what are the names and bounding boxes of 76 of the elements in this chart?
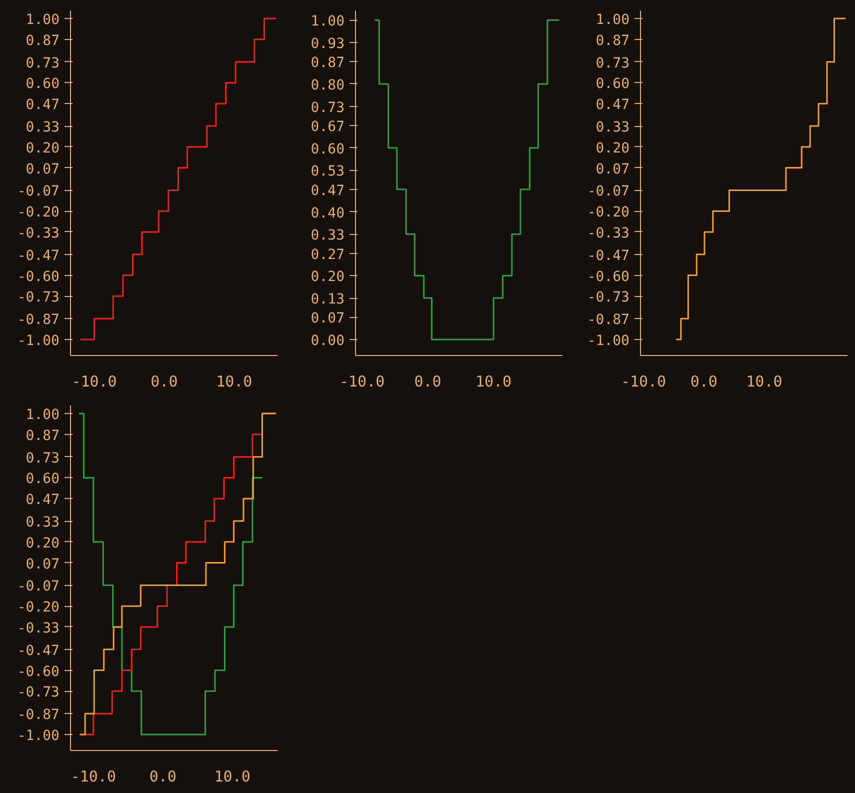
y-tick-label: -0.60: [17, 268, 60, 285]
y-tick-label: -1.00: [17, 728, 60, 744]
x-tick-label: -10.0: [620, 372, 666, 390]
y-tick-label: -0.73: [587, 290, 630, 306]
y-tick-label: 1.00: [26, 12, 60, 28]
y-tick-label: 0.87: [26, 428, 60, 444]
y-tick-label: 1.00: [26, 407, 60, 424]
y-tick-label: 0.87: [26, 32, 60, 49]
y-tick-label: 0.60: [596, 76, 630, 92]
y-tick-label: 0.33: [596, 120, 630, 136]
y-tick-label: -0.33: [587, 225, 630, 242]
x-tick-label: 0.0: [690, 372, 718, 390]
y-tick-label: 0.07: [26, 556, 60, 572]
y-tick-label: -0.07: [17, 184, 60, 200]
y-tick-label: -0.87: [17, 707, 60, 724]
y-tick-label: 0.00: [310, 333, 345, 350]
y-tick-label: -0.33: [17, 225, 60, 242]
y-tick-label: 0.07: [310, 310, 345, 327]
y-tick-label: 0.73: [26, 55, 60, 72]
x-tick-label: -10.0: [72, 372, 117, 390]
y-tick-label: -0.33: [17, 620, 60, 636]
y-tick-label: -0.60: [587, 268, 630, 285]
y-tick-label: 0.73: [310, 100, 345, 116]
x-tick-label: 10.0: [475, 372, 512, 390]
y-tick-label: -0.73: [17, 684, 60, 701]
x-tick-label: -10.0: [339, 372, 385, 390]
y-tick-label: 0.13: [310, 292, 345, 308]
y-tick-label: -0.47: [17, 642, 60, 659]
y-tick-label: -0.20: [17, 600, 60, 616]
y-tick-label: 0.20: [26, 140, 60, 156]
y-tick-label: 0.93: [310, 36, 345, 52]
y-tick-label: 0.60: [310, 141, 345, 158]
y-tick-label: 0.07: [26, 161, 60, 178]
x-tick-label: 0.0: [414, 372, 442, 390]
y-tick-label: -0.73: [17, 290, 60, 306]
x-tick-label: 10.0: [746, 372, 782, 390]
y-tick-label: 0.47: [596, 97, 630, 114]
y-tick-label: 0.47: [310, 182, 345, 199]
y-tick-label: 0.80: [310, 77, 345, 94]
y-tick-label: -0.87: [17, 312, 60, 328]
y-tick-label: -1.00: [17, 332, 60, 349]
y-tick-label: 0.40: [310, 205, 345, 222]
y-tick-label: 0.87: [596, 32, 630, 49]
x-tick-label: -10.0: [70, 768, 116, 786]
y-tick-label: -0.47: [17, 248, 60, 264]
y-tick-label: 0.33: [26, 120, 60, 136]
y-tick-label: 0.27: [310, 246, 345, 263]
y-tick-label: 1.00: [310, 14, 345, 30]
x-tick-label: 10.0: [216, 372, 252, 390]
y-tick-label: -0.20: [17, 204, 60, 221]
y-tick-label: -1.00: [587, 332, 630, 349]
y-tick-label: 0.07: [596, 161, 630, 178]
y-tick-label: -0.20: [587, 204, 630, 221]
y-tick-label: 0.33: [310, 228, 345, 244]
y-tick-label: 0.47: [26, 492, 60, 508]
y-tick-label: -0.07: [17, 578, 60, 595]
x-tick-label: 10.0: [214, 768, 250, 786]
y-tick-label: 0.73: [26, 450, 60, 466]
y-tick-label: 0.33: [26, 514, 60, 531]
y-tick-label: 0.20: [26, 535, 60, 552]
y-tick-label: 0.60: [26, 471, 60, 488]
y-tick-label: 0.60: [26, 76, 60, 92]
y-tick-label: 0.20: [596, 140, 630, 156]
y-tick-label: 1.00: [596, 12, 630, 28]
y-tick-label: -0.07: [587, 184, 630, 200]
y-tick-label: -0.47: [587, 248, 630, 264]
y-tick-label: 0.87: [310, 55, 345, 72]
y-tick-label: -0.60: [17, 664, 60, 680]
y-tick-label: 0.67: [310, 119, 345, 135]
y-tick-label: 0.20: [310, 269, 345, 286]
x-tick-label: 0.0: [149, 768, 176, 786]
y-tick-label: 0.47: [26, 97, 60, 114]
y-tick-label: 0.73: [596, 55, 630, 72]
y-tick-label: -0.87: [587, 312, 630, 328]
y-tick-label: 0.53: [310, 164, 345, 180]
x-tick-label: 0.0: [150, 372, 178, 390]
